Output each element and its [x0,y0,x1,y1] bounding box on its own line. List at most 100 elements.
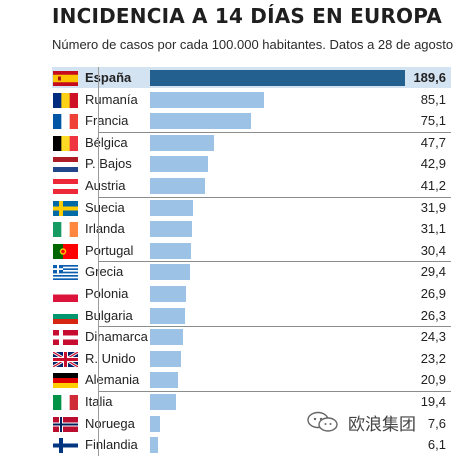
category-label: P. Bajos [85,156,132,172]
category-label: Alemania [85,372,140,388]
value-label: 7,6 [427,415,446,431]
chart-subtitle: Número de casos por cada 100.000 habitan… [52,37,454,52]
bar-row-noruega: Noruega 7,6 [52,413,451,434]
ireland-flag-icon [53,222,78,238]
bar [150,199,193,216]
bar-row-alemania: Alemania 20,9 [52,369,451,390]
watermark-text: 欧浪集团 [348,414,416,435]
bar [150,415,161,432]
bar [150,329,183,346]
uk-flag-icon [53,351,78,367]
category-label: Francia [85,113,129,129]
category-label: Rumanía [85,91,138,107]
austria-flag-icon [53,179,78,194]
bar [150,437,159,454]
value-label: 31,1 [420,221,446,237]
bar [150,156,208,173]
bar-row-rumania: Rumanía 85,1 [52,89,451,110]
value-label: 19,4 [420,394,446,409]
spain-flag-icon [53,71,78,86]
category-label: Noruega [85,415,135,431]
value-label: 26,3 [420,307,446,323]
wechat-icon [307,411,338,432]
category-label: Irlanda [85,221,125,237]
category-label: R. Unido [85,350,136,366]
group-separator [98,261,451,263]
germany-flag-icon [53,373,78,389]
value-label: 23,2 [420,350,446,366]
bar-row-polonia: Polonia 26,9 [52,283,451,304]
category-label: España [85,70,132,85]
group-separator [98,391,451,392]
bar-row-francia: Francia 75,1 [52,110,451,131]
romania-flag-icon [53,92,78,108]
axis-line [98,67,99,456]
value-label: 41,2 [420,178,446,193]
bar-row-dinamarca: Dinamarca 24,3 [52,326,451,347]
bar-row-austria: Austria 41,2 [52,175,451,196]
bar [150,394,177,410]
category-label: Suecia [85,199,125,215]
bar-row-portugal: Portugal 30,4 [52,240,451,261]
bar [150,134,215,151]
belgium-flag-icon [53,135,78,151]
value-label: 24,3 [420,329,446,345]
netherlands-flag-icon [53,157,78,173]
italy-flag-icon [53,395,78,410]
category-label: Grecia [85,264,124,280]
watermark: 欧浪集团 [302,408,422,436]
group-separator [98,131,451,133]
denmark-flag-icon [53,330,78,346]
category-label: Finlandia [85,437,138,453]
value-label: 189,6 [413,70,446,85]
bar [150,350,182,367]
value-label: 75,1 [420,113,446,129]
greece-flag-icon [53,265,78,281]
category-label: Polonia [85,286,129,301]
bar [150,91,265,108]
bar [150,70,405,86]
bar [150,264,190,281]
group-separator [98,326,451,328]
bar-row-belgica: Bélgica 47,7 [52,132,451,153]
value-label: 6,1 [427,437,446,453]
bar [150,372,179,389]
bar [150,178,206,194]
value-label: 47,7 [420,134,446,150]
category-label: Austria [85,178,126,193]
category-label: Bélgica [85,134,128,150]
poland-flag-icon [53,287,78,302]
bar [150,242,191,259]
bar-row-bulgaria: Bulgaria 26,3 [52,305,451,326]
value-label: 31,9 [420,199,446,215]
bar-row-irlanda: Irlanda 31,1 [52,218,451,239]
bar [150,307,186,324]
france-flag-icon [53,114,78,130]
bulgaria-flag-icon [53,308,78,324]
bar-row-grecia: Grecia 29,4 [52,261,451,282]
bar-row-p-bajos: P. Bajos 42,9 [52,153,451,174]
value-label: 20,9 [420,372,446,388]
value-label: 42,9 [420,156,446,172]
portugal-flag-icon [53,243,78,259]
norway-flag-icon [53,416,78,432]
value-label: 29,4 [420,264,446,280]
bar-row-italia: Italia19,4 [52,391,451,412]
category-label: Bulgaria [85,307,133,323]
bar-row-finlandia: Finlandia 6,1 [52,434,451,455]
bar-row-espana: España 189,6 [52,67,451,88]
sweden-flag-icon [53,200,78,216]
finland-flag-icon [53,438,78,454]
value-label: 26,9 [420,286,446,301]
category-label: Dinamarca [85,329,148,345]
value-label: 30,4 [420,242,446,258]
group-separator [98,196,451,198]
bar [150,221,192,238]
chart-title: INCIDENCIA A 14 DÍAS EN EUROPA [52,4,442,28]
bar-row-r-unido: R. Unido 23,2 [52,348,451,369]
category-label: Portugal [85,242,134,258]
bar [150,286,187,302]
bar-row-suecia: Suecia 31,9 [52,197,451,218]
value-label: 85,1 [420,91,446,107]
bar [150,113,251,130]
